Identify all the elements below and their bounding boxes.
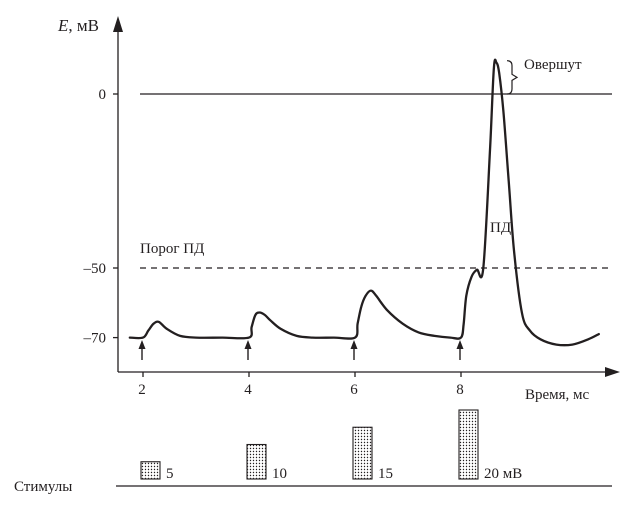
stimulus-arrow-head — [244, 340, 252, 349]
stimulus-arrows — [138, 340, 464, 360]
stimulus-amplitude-label: 15 — [378, 466, 393, 482]
x-tick-label: 6 — [350, 382, 358, 398]
stimulus-bar — [246, 443, 267, 480]
stimulus-amplitude-label: 5 — [166, 466, 174, 482]
y-axis-arrow — [113, 16, 123, 32]
stimulus-bar — [458, 409, 479, 480]
stimulus-amplitude-label: 20 мВ — [484, 466, 522, 482]
y-tick-label: –70 — [83, 331, 107, 347]
stimulus-bar — [140, 461, 161, 480]
stimulus-arrow-head — [456, 340, 464, 349]
x-axis-title: Время, мс — [525, 387, 590, 403]
x-tick-label: 8 — [456, 382, 464, 398]
y-axis-title-letter: E — [57, 16, 69, 35]
stimulus-arrow-head — [138, 340, 146, 349]
overshoot-bracket — [506, 60, 519, 95]
potential-trace — [128, 58, 600, 347]
y-tick-label: 0 — [99, 87, 107, 103]
y-axis-title: E, мВ — [57, 16, 99, 35]
overshoot-label: Овершут — [524, 57, 582, 73]
x-axis-arrow — [605, 367, 620, 377]
axes — [113, 16, 620, 377]
y-ticks: 0 –50 –70 — [83, 87, 118, 347]
x-tick-label: 2 — [138, 382, 146, 398]
action-potential-label: ПД — [490, 220, 511, 236]
stimulus-amplitude-label: 10 — [272, 466, 287, 482]
x-ticks: 2 4 6 8 — [138, 372, 464, 398]
x-tick-label: 4 — [244, 382, 252, 398]
stimulus-bar — [352, 426, 373, 480]
y-axis-title-unit: , мВ — [68, 16, 99, 35]
stimulus-arrow-head — [350, 340, 358, 349]
stimulus-bars: 5 10 15 20 мВ — [140, 409, 522, 482]
y-tick-label: –50 — [83, 261, 107, 277]
reference-lines — [140, 93, 612, 269]
stimuli-label: Стимулы — [14, 479, 72, 495]
threshold-label: Порог ПД — [140, 241, 204, 257]
